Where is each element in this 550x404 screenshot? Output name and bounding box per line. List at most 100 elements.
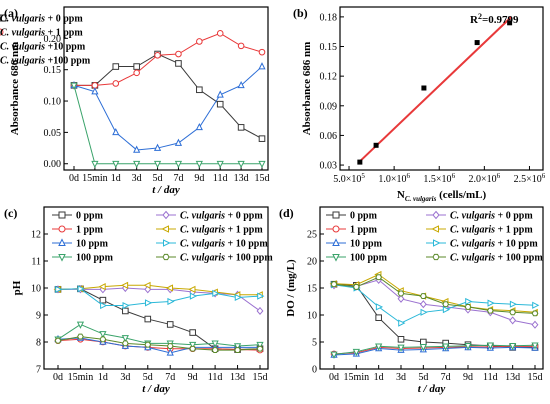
- data-point: [112, 160, 120, 169]
- data-point: [189, 292, 198, 300]
- x-tick-label: 7d: [441, 372, 451, 383]
- x-tick-label: 7d: [173, 173, 183, 184]
- y-tick-label: 0.06: [320, 131, 338, 142]
- series-6: [53, 281, 263, 299]
- data-point: [211, 347, 219, 354]
- data-point: [357, 159, 363, 165]
- data-point: [234, 293, 242, 302]
- legend-label: C. vulgaris + 10 ppm: [180, 239, 268, 250]
- legend-item: C. vulgaris +10 ppm: [0, 42, 86, 53]
- plot-area: [339, 6, 544, 171]
- y-tick-label: 5: [312, 338, 317, 349]
- data-point: [256, 341, 264, 350]
- x-tick-label: 2.5×106: [514, 172, 546, 185]
- data-point: [175, 50, 182, 58]
- data-point: [375, 343, 383, 351]
- y-axis-label: Absorbance 686 nm: [301, 42, 313, 136]
- y-tick-label: 0.05: [44, 128, 62, 139]
- series-line: [333, 273, 536, 313]
- data-point: [112, 63, 120, 70]
- x-axis-label: t / day: [418, 383, 446, 395]
- data-point: [216, 90, 224, 98]
- x-tick-label: 7d: [165, 372, 175, 383]
- data-point: [432, 210, 440, 220]
- y-tick-label: 0.15: [320, 42, 338, 53]
- legend-item: C. vulgaris +100 ppm: [0, 56, 91, 67]
- x-tick-label: 9d: [463, 372, 473, 383]
- data-point: [58, 225, 66, 233]
- panel-label-c: (c): [4, 206, 17, 220]
- x-tick-label: 5d: [153, 173, 163, 184]
- series-line: [57, 323, 261, 347]
- x-tick-label: 15min: [68, 372, 94, 383]
- legend-item: 10 ppm: [52, 238, 109, 250]
- x-tick-label: 11d: [208, 372, 223, 383]
- legend-item: 100 ppm: [326, 253, 388, 264]
- series-line: [74, 32, 263, 86]
- data-point: [55, 285, 63, 293]
- y-tick-label: 0.12: [320, 72, 338, 83]
- data-point: [98, 283, 106, 291]
- legend-item: C. vulgaris + 1 ppm: [156, 225, 263, 236]
- data-point: [419, 300, 427, 309]
- data-point: [153, 143, 162, 151]
- legend-label: C. vulgaris + 0 ppm: [0, 14, 83, 25]
- data-point: [100, 301, 108, 310]
- data-point: [375, 274, 383, 281]
- series-line: [333, 283, 535, 348]
- data-point: [258, 62, 266, 70]
- series-line: [333, 345, 535, 355]
- data-point: [397, 294, 405, 303]
- legend-item: 0 ppm: [52, 211, 104, 222]
- data-point: [153, 160, 162, 169]
- data-point: [531, 342, 539, 350]
- data-point: [163, 239, 171, 247]
- series-line: [73, 85, 262, 165]
- x-tick-label: 11d: [213, 173, 228, 184]
- data-point: [256, 306, 264, 316]
- y-tick-label: 10: [31, 284, 41, 295]
- legend-label: 10 ppm: [350, 239, 383, 250]
- data-point: [420, 338, 427, 346]
- data-point: [532, 301, 540, 309]
- legend-label: 0 ppm: [76, 211, 104, 222]
- y-axis-label: pH: [11, 280, 23, 295]
- y-tick-label: 12: [31, 230, 41, 241]
- data-point: [133, 145, 141, 153]
- r-squared-annotation: R2=0.9799: [470, 12, 519, 26]
- legend-label: C. vulgaris + 100 ppm: [180, 253, 273, 264]
- data-point: [70, 82, 78, 90]
- data-point: [77, 333, 84, 340]
- series-line: [333, 276, 536, 314]
- y-tick-label: 0.18: [320, 12, 338, 23]
- data-point: [189, 345, 197, 352]
- y-tick-label: 15: [307, 284, 317, 295]
- data-point: [507, 20, 513, 26]
- data-point: [465, 297, 473, 306]
- legend-item: 100 ppm: [52, 253, 114, 264]
- data-point: [509, 309, 517, 316]
- data-point: [196, 86, 203, 94]
- legend-item: C. vulgaris + 100 ppm: [426, 253, 543, 264]
- data-point: [375, 303, 384, 311]
- series-8: [330, 274, 539, 317]
- legend-item: 1 ppm: [52, 225, 104, 236]
- y-axis-label: DO / (mg/L): [285, 259, 297, 317]
- data-point: [112, 127, 120, 136]
- data-point: [189, 329, 196, 336]
- data-point: [166, 348, 174, 356]
- data-point: [144, 341, 152, 348]
- data-point: [161, 225, 169, 233]
- data-point: [237, 80, 245, 89]
- data-point: [433, 239, 441, 247]
- y-tick-label: 8: [36, 338, 41, 349]
- data-point: [54, 337, 62, 344]
- y-tick-label: 0.20: [44, 34, 62, 45]
- legend-label: C. vulgaris + 0 ppm: [450, 211, 533, 222]
- data-point: [91, 160, 99, 169]
- data-point: [442, 343, 450, 351]
- legend-item: 0 ppm: [326, 211, 378, 222]
- data-point: [464, 342, 472, 351]
- y-tick-label: 25: [307, 230, 317, 241]
